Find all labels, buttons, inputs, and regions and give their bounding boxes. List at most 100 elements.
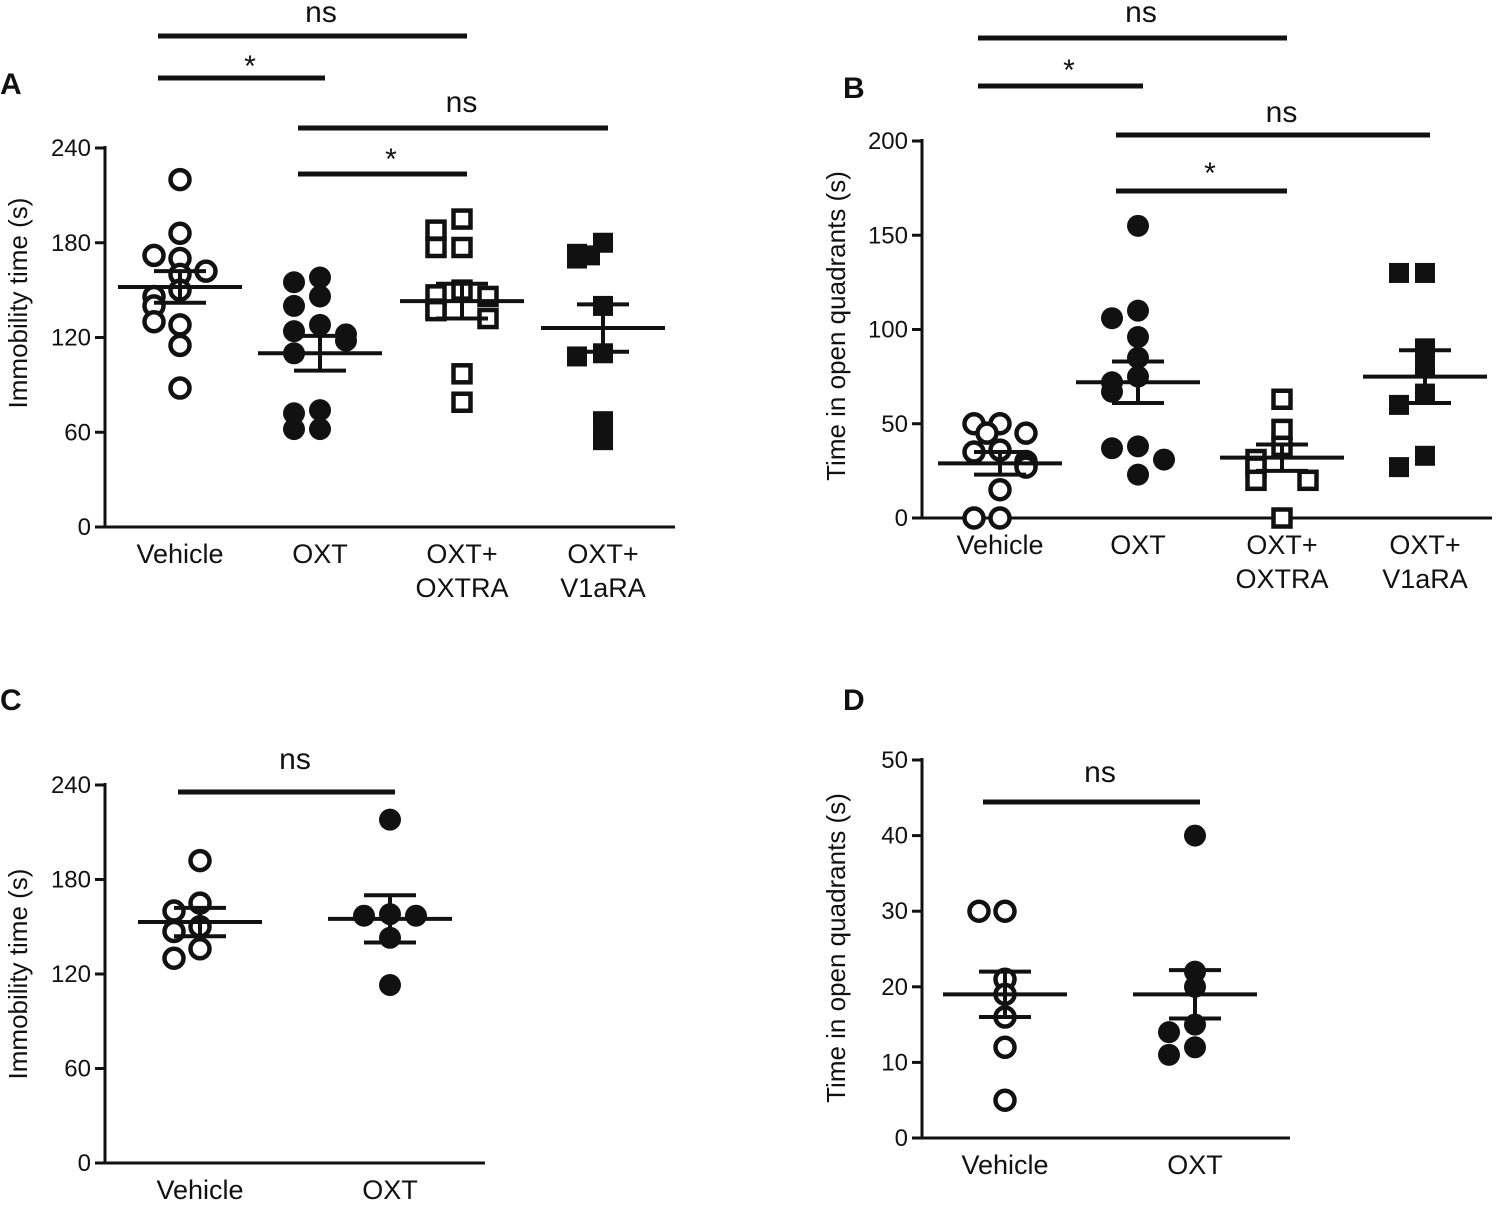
data-point [142, 309, 166, 334]
y-tick-label: 180 [51, 867, 91, 894]
y-tick-label: 200 [868, 128, 908, 155]
data-point [283, 271, 305, 294]
plot-area: 0 60 120 180 240 Vehicle OXT ns [51, 743, 485, 1205]
data-point [1297, 469, 1319, 492]
y-axis-label: Time in open quadrants (s) [821, 793, 851, 1103]
data-point [283, 402, 305, 425]
data-point [162, 946, 186, 970]
y-tick-label: 180 [51, 230, 91, 257]
category-group: OXT [1133, 824, 1257, 1180]
category-group: OXT+ V1aRA [1363, 262, 1487, 594]
category-group: OXT+ OXTRA [400, 208, 524, 603]
x-category-label: OXT+ [1246, 530, 1317, 560]
data-point [1127, 463, 1149, 486]
x-category-label: V1aRA [1382, 564, 1468, 594]
data-point [309, 313, 331, 336]
x-category-label: Vehicle [136, 539, 223, 569]
data-point [988, 477, 1012, 502]
data-point [405, 904, 427, 927]
y-tick-label: 60 [64, 419, 91, 446]
data-point [188, 937, 212, 961]
data-point [309, 418, 331, 441]
data-point [309, 399, 331, 422]
data-point [967, 899, 991, 923]
data-point [1127, 299, 1149, 322]
data-point [309, 266, 331, 289]
y-tick-label: 240 [51, 772, 91, 799]
data-point [425, 219, 447, 241]
data-point [993, 899, 1017, 923]
panel-letter: D [843, 684, 865, 717]
significance-label: * [244, 50, 256, 83]
x-category-label: OXT+ [426, 539, 497, 569]
data-point [353, 904, 375, 927]
data-point [283, 320, 305, 343]
data-point [1245, 469, 1267, 492]
data-point [1101, 380, 1123, 403]
category-group: OXT [1076, 214, 1200, 560]
y-tick-label: 20 [881, 974, 908, 1001]
panel-c: C Immobility time (s) 0 60 120 180 240 Vehicl… [0, 684, 485, 1205]
plot-area: 0 60 120 180 240 Vehicle OXT OXT+ OXTRA OXT+ V1aRA… [51, 0, 675, 603]
data-point [1158, 1021, 1180, 1044]
x-category-label: V1aRA [560, 573, 646, 603]
panel-letter: B [843, 72, 865, 105]
x-category-label: Vehicle [961, 1150, 1048, 1180]
data-point [142, 243, 166, 268]
y-axis-label: Time in open quadrants (s) [821, 171, 851, 481]
significance-label: ns [1084, 756, 1116, 789]
data-point [168, 333, 192, 358]
x-category-label: OXT+ [1389, 530, 1460, 560]
data-point [1127, 326, 1149, 349]
panel-a: A Immobility time (s) 0 60 120 180 240 Vehicl… [0, 0, 675, 603]
data-point [580, 245, 600, 266]
panel-d: D Time in open quadrants (s) 0 10 20 30 40 50… [821, 684, 1290, 1180]
data-point [567, 346, 587, 367]
category-group: Vehicle [938, 412, 1062, 560]
y-tick-label: 0 [895, 505, 908, 532]
data-point [168, 221, 192, 246]
category-group: OXT [328, 808, 452, 1205]
y-tick-label: 150 [868, 222, 908, 249]
data-point [451, 391, 473, 413]
data-point [168, 313, 192, 337]
data-point [962, 506, 986, 530]
y-tick-label: 0 [78, 1150, 91, 1177]
x-category-label: OXTRA [1235, 564, 1328, 594]
significance-label: ns [446, 86, 478, 119]
panel-letter: C [0, 684, 22, 717]
y-axis-label: Immobility time (s) [3, 198, 33, 409]
data-point [1153, 448, 1175, 471]
data-point [975, 421, 999, 445]
data-point [1415, 445, 1435, 466]
x-category-label: OXT [292, 539, 348, 569]
category-group: Vehicle [138, 848, 262, 1205]
data-point [1184, 1036, 1206, 1059]
y-tick-label: 30 [881, 898, 908, 925]
data-point [451, 236, 473, 259]
data-point [451, 208, 473, 230]
y-tick-label: 40 [881, 823, 908, 850]
category-group: Vehicle [943, 899, 1067, 1180]
x-category-label: OXT [1167, 1150, 1223, 1180]
significance-label: ns [1125, 0, 1157, 29]
y-tick-label: 60 [64, 1056, 91, 1083]
x-category-label: Vehicle [956, 530, 1043, 560]
data-point [379, 808, 401, 831]
significance-label: * [1204, 157, 1216, 190]
significance-label: * [385, 143, 397, 176]
x-category-label: Vehicle [156, 1175, 243, 1205]
data-point [1389, 262, 1409, 283]
y-tick-label: 50 [881, 747, 908, 774]
data-point [1158, 1043, 1180, 1066]
data-point [188, 848, 212, 873]
y-tick-label: 0 [78, 514, 91, 541]
data-point [1415, 262, 1435, 283]
y-axis-label: Immobility time (s) [3, 869, 33, 1080]
plot-area: 0 10 20 30 40 50 Vehicle OXT ns [881, 747, 1290, 1180]
data-point [1127, 214, 1149, 237]
category-group: OXT+ V1aRA [541, 232, 665, 603]
plot-area: 0 50 100 150 200 Vehicle OXT OXT+ OXTRA OXT+ V1aRA… [868, 0, 1492, 594]
data-point [1101, 437, 1123, 460]
